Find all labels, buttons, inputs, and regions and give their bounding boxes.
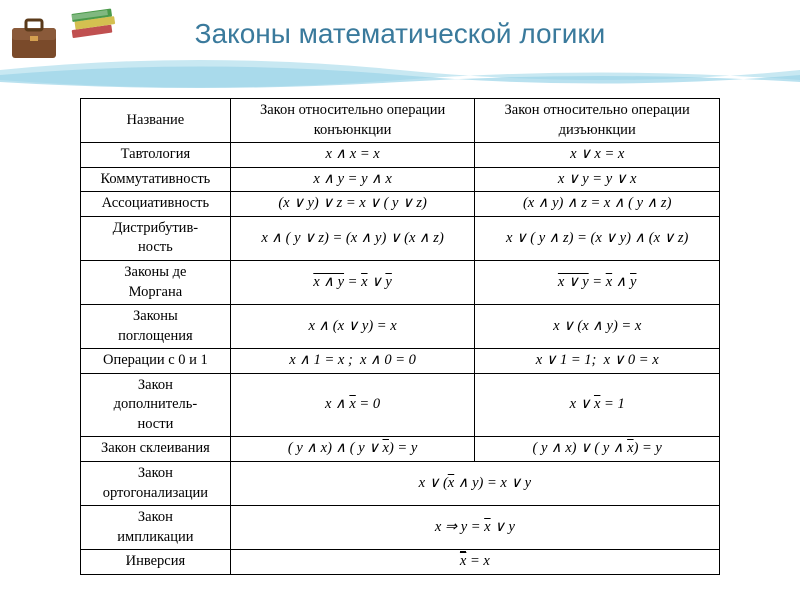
row-name: Тавтология (81, 143, 231, 168)
row-conj: x ∧ (x ∨ y) = x (230, 305, 475, 349)
row-name: Законимпликации (81, 506, 231, 550)
row-name: Законортогонализации (81, 462, 231, 506)
row-disj: x ∨ x = 1 (475, 373, 720, 437)
row-name: Операции с 0 и 1 (81, 349, 231, 374)
row-disj: ( y ∧ x) ∨ ( y ∧ x) = y (475, 437, 720, 462)
table-row: Коммутативностьx ∧ y = y ∧ xx ∨ y = y ∨ … (81, 167, 720, 192)
row-name: Коммутативность (81, 167, 231, 192)
row-name: Закондополнитель-ности (81, 373, 231, 437)
wave-decoration (0, 50, 800, 90)
row-disj: x ∨ y = x ∧ y (475, 260, 720, 304)
row-conj: x ∧ x = x (230, 143, 475, 168)
table-row: Дистрибутив-ностьx ∧ ( y ∨ z) = (x ∧ y) … (81, 216, 720, 260)
row-conj: x ∧ y = x ∨ y (230, 260, 475, 304)
table-header-row: Название Закон относительно операции кон… (81, 99, 720, 143)
row-disj: (x ∧ y) ∧ z = x ∧ ( y ∧ z) (475, 192, 720, 217)
table-row: Закон склеивания( y ∧ x) ∧ ( y ∨ x) = y(… (81, 437, 720, 462)
table-row: Законимпликацииx ⇒ y = x ∨ y (81, 506, 720, 550)
table-row: Ассоциативность(x ∨ y) ∨ z = x ∨ ( y ∨ z… (81, 192, 720, 217)
row-disj: x ∨ y = y ∨ x (475, 167, 720, 192)
header-name: Название (81, 99, 231, 143)
table-row: Инверсияx = x (81, 550, 720, 575)
table-row: Законортогонализацииx ∨ (x ∧ y) = x ∨ y (81, 462, 720, 506)
row-formula-span: x ∨ (x ∧ y) = x ∨ y (230, 462, 719, 506)
row-name: Дистрибутив-ность (81, 216, 231, 260)
table-row: Операции с 0 и 1x ∧ 1 = x ; x ∧ 0 = 0x ∨… (81, 349, 720, 374)
row-conj: (x ∨ y) ∨ z = x ∨ ( y ∨ z) (230, 192, 475, 217)
row-conj: x ∧ 1 = x ; x ∧ 0 = 0 (230, 349, 475, 374)
row-name: Законы деМоргана (81, 260, 231, 304)
row-name: Ассоциативность (81, 192, 231, 217)
laws-table-container: Название Закон относительно операции кон… (80, 98, 720, 575)
row-conj: x ∧ y = y ∧ x (230, 167, 475, 192)
row-disj: x ∨ (x ∧ y) = x (475, 305, 720, 349)
row-conj: x ∧ x = 0 (230, 373, 475, 437)
page-title: Законы математической логики (0, 18, 800, 50)
row-formula-span: x = x (230, 550, 719, 575)
row-name: Законыпоглощения (81, 305, 231, 349)
table-row: Законыпоглощенияx ∧ (x ∨ y) = xx ∨ (x ∧ … (81, 305, 720, 349)
header-disj: Закон относительно операции дизъюнкции (475, 99, 720, 143)
table-row: Тавтологияx ∧ x = xx ∨ x = x (81, 143, 720, 168)
row-disj: x ∨ 1 = 1; x ∨ 0 = x (475, 349, 720, 374)
table-row: Закондополнитель-ностиx ∧ x = 0x ∨ x = 1 (81, 373, 720, 437)
row-conj: x ∧ ( y ∨ z) = (x ∧ y) ∨ (x ∧ z) (230, 216, 475, 260)
laws-table: Название Закон относительно операции кон… (80, 98, 720, 575)
row-name: Закон склеивания (81, 437, 231, 462)
table-row: Законы деМорганаx ∧ y = x ∨ yx ∨ y = x ∧… (81, 260, 720, 304)
row-formula-span: x ⇒ y = x ∨ y (230, 506, 719, 550)
row-disj: x ∨ x = x (475, 143, 720, 168)
row-name: Инверсия (81, 550, 231, 575)
header-conj: Закон относительно операции конъюнкции (230, 99, 475, 143)
row-conj: ( y ∧ x) ∧ ( y ∨ x) = y (230, 437, 475, 462)
row-disj: x ∨ ( y ∧ z) = (x ∨ y) ∧ (x ∨ z) (475, 216, 720, 260)
